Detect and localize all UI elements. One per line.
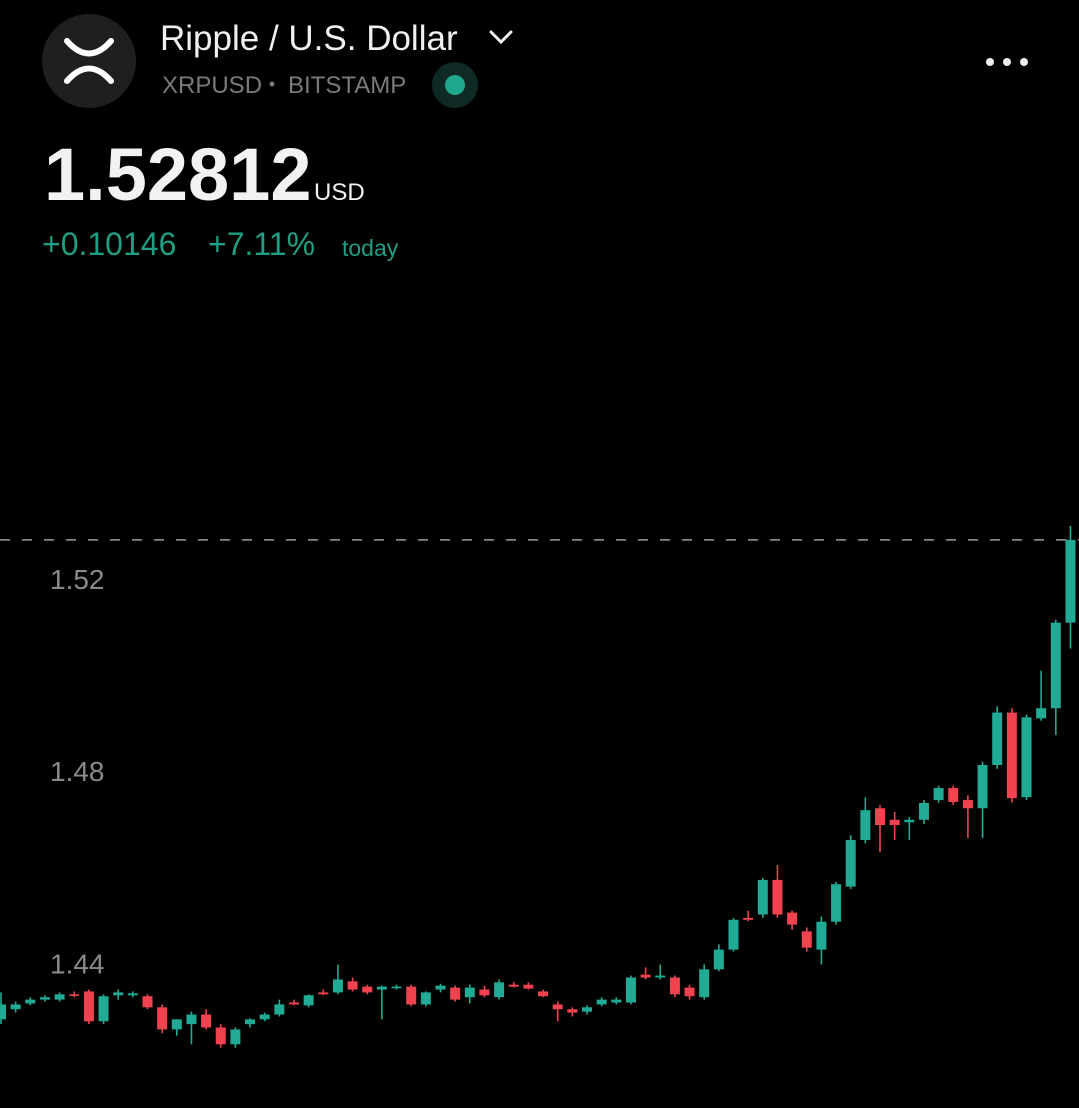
- percent-change: +7.11%: [208, 226, 315, 262]
- candle-body: [98, 996, 109, 1022]
- candle-body: [157, 1007, 168, 1030]
- candle-body: [450, 987, 461, 1000]
- candle-body: [494, 982, 505, 998]
- candle-body: [567, 1009, 578, 1013]
- candle-body: [464, 987, 475, 998]
- market-status-dot: [445, 75, 465, 95]
- logo-icon: [64, 38, 114, 84]
- candle-body: [10, 1004, 21, 1010]
- candle-body: [54, 994, 65, 1000]
- candle-body: [1021, 717, 1032, 798]
- candle-body: [743, 917, 754, 920]
- menu-dot: [1003, 58, 1011, 66]
- candle-body: [245, 1019, 256, 1025]
- candle-body: [962, 800, 973, 809]
- y-tick-label: 1.52: [50, 564, 105, 595]
- logo[interactable]: [42, 14, 136, 108]
- candle-body: [801, 931, 812, 948]
- candle-body: [538, 991, 549, 997]
- currency: USD: [314, 179, 365, 206]
- candle-body: [376, 986, 387, 990]
- candle-body: [127, 993, 138, 996]
- candle-body: [420, 992, 431, 1005]
- candle-body: [948, 788, 959, 802]
- candle-body: [142, 996, 153, 1008]
- candle-body: [757, 879, 768, 915]
- candle-body: [728, 919, 739, 950]
- candle-body: [0, 1004, 6, 1020]
- candle-body: [582, 1007, 592, 1012]
- candle-body: [831, 884, 842, 922]
- candle-body: [992, 712, 1003, 765]
- candle-body: [625, 977, 636, 1003]
- last-price: 1.52812: [44, 133, 312, 216]
- candle-body: [889, 819, 900, 826]
- candle-body: [347, 981, 358, 990]
- symbol-title[interactable]: Ripple / U.S. Dollar: [160, 19, 458, 58]
- candle-body: [1050, 622, 1061, 709]
- candle-body: [201, 1014, 212, 1028]
- candle-body: [596, 999, 607, 1005]
- candle-body: [508, 984, 519, 987]
- price-change: +0.10146: [42, 226, 176, 262]
- exchange: BITSTAMP: [288, 72, 406, 99]
- y-tick-label: 1.44: [50, 949, 105, 980]
- candle-body: [1065, 539, 1076, 623]
- candle-body: [611, 999, 622, 1003]
- candle-body: [875, 808, 885, 826]
- candle-body: [816, 921, 827, 950]
- candle-body: [303, 995, 314, 1006]
- chart[interactable]: 1.44 1.48 1.52: [0, 525, 1079, 1048]
- candle-body: [406, 986, 417, 1005]
- candle-body: [699, 969, 710, 998]
- menu-dot: [1020, 58, 1028, 66]
- candle-body: [1036, 708, 1047, 719]
- candle-body: [552, 1004, 563, 1010]
- candle-body: [274, 1004, 285, 1015]
- candle-body: [171, 1019, 182, 1030]
- candle-body: [860, 810, 871, 840]
- candle-body: [435, 985, 446, 990]
- candle-body: [25, 999, 36, 1004]
- candle-body: [918, 802, 929, 820]
- candle-body: [684, 987, 695, 997]
- candle-body: [215, 1027, 226, 1045]
- candle-body: [289, 1002, 299, 1005]
- candle-body: [83, 991, 94, 1022]
- candle-body: [259, 1014, 270, 1020]
- candle-body: [523, 984, 534, 989]
- dropdown-chevron[interactable]: [489, 30, 513, 45]
- candle-body: [362, 986, 373, 993]
- ticker: XRPUSD: [162, 72, 262, 99]
- candle-body: [772, 879, 783, 915]
- candle-body: [479, 989, 490, 996]
- logo-circle: [42, 14, 136, 108]
- separator-dot: [269, 81, 275, 87]
- menu-dot: [986, 58, 994, 66]
- y-tick-label: 1.48: [50, 756, 105, 787]
- candle-body: [713, 949, 724, 970]
- candle-body: [391, 986, 402, 989]
- candle-body: [640, 974, 651, 978]
- candle-body: [332, 979, 343, 993]
- candle-body: [230, 1029, 241, 1045]
- candle-body: [318, 992, 329, 995]
- candle-body: [113, 992, 124, 996]
- candle-body: [69, 994, 80, 996]
- more-menu[interactable]: [986, 58, 1028, 66]
- change-period: today: [342, 235, 399, 261]
- candle-body: [186, 1014, 197, 1025]
- candle-body: [1006, 712, 1017, 799]
- candle-body: [787, 912, 798, 925]
- candle-body: [655, 975, 666, 978]
- candle-body: [977, 764, 988, 809]
- candle-body: [933, 788, 944, 801]
- candle-body: [669, 977, 680, 995]
- candle-body: [904, 819, 915, 823]
- candle-body: [39, 997, 50, 1000]
- candle-body: [845, 839, 856, 887]
